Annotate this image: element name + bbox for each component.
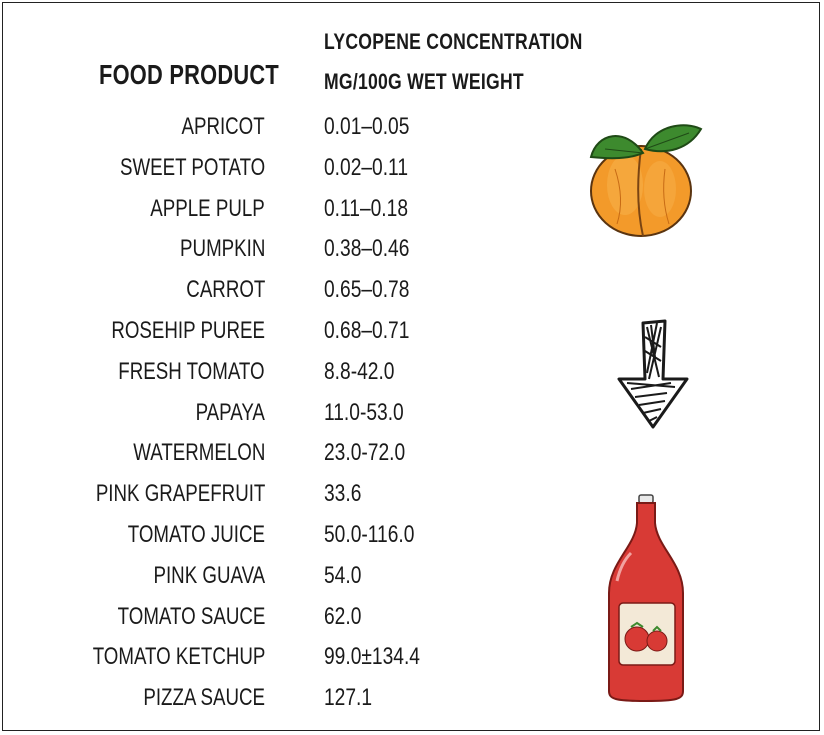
food-product-header: FOOD PRODUCT — [99, 59, 279, 90]
food-name: CARROT — [185, 276, 265, 304]
table-row: SWEET POTATO 0.02–0.11 — [3, 147, 603, 188]
table-row: PINK GUAVA 54.0 — [3, 555, 603, 596]
table-row: TOMATO JUICE 50.0-116.0 — [3, 514, 603, 555]
lycopene-value: 0.38–0.46 — [324, 235, 410, 263]
lycopene-value: 11.0-53.0 — [324, 398, 404, 426]
lycopene-value: 0.01–0.05 — [324, 113, 410, 140]
table-row: APRICOT 0.01–0.05 — [3, 106, 603, 147]
table-row: TOMATO KETCHUP 99.0±134.4 — [3, 636, 603, 677]
food-name: TOMATO JUICE — [127, 520, 265, 548]
food-name: FRESH TOMATO — [118, 357, 265, 385]
lycopene-value: 0.65–0.78 — [324, 276, 410, 304]
table-row: APPLE PULP 0.11–0.18 — [3, 188, 603, 229]
lycopene-value: 0.11–0.18 — [324, 194, 408, 222]
food-name: TOMATO KETCHUP — [92, 643, 265, 671]
lycopene-value: 99.0±134.4 — [324, 643, 420, 671]
concentration-header-line1: LYCOPENE CONCENTRATION — [324, 29, 583, 54]
food-name: PINK GUAVA — [153, 561, 265, 589]
food-name: PINK GRAPEFRUIT — [95, 480, 265, 508]
food-name: SWEET POTATO — [119, 153, 265, 181]
food-name: PUMPKIN — [179, 235, 265, 263]
food-name: ROSEHIP PUREE — [111, 316, 265, 344]
table-row: FRESH TOMATO 8.8-42.0 — [3, 351, 603, 392]
food-name: WATERMELON — [132, 439, 265, 467]
table-row: WATERMELON 23.0-72.0 — [3, 432, 603, 473]
apricot-icon — [589, 124, 703, 237]
lycopene-value: 0.68–0.71 — [324, 316, 410, 344]
down-arrow-icon — [617, 319, 689, 429]
lycopene-value: 8.8-42.0 — [324, 357, 395, 385]
lycopene-value: 127.1 — [324, 684, 373, 712]
table-row: ROSEHIP PUREE 0.68–0.71 — [3, 310, 603, 351]
food-name: TOMATO SAUCE — [117, 602, 265, 630]
table-row: TOMATO SAUCE 62.0 — [3, 596, 603, 637]
lycopene-value: 33.6 — [324, 480, 362, 508]
lycopene-value: 62.0 — [324, 602, 362, 630]
food-name: PAPAYA — [195, 398, 265, 426]
food-name: APRICOT — [181, 113, 265, 140]
table-row: PAPAYA 11.0-53.0 — [3, 392, 603, 433]
table-row: PUMPKIN 0.38–0.46 — [3, 228, 603, 269]
table-row: CARROT 0.65–0.78 — [3, 269, 603, 310]
table-body: APRICOT 0.01–0.05 SWEET POTATO 0.02–0.11 APP… — [3, 106, 603, 718]
lycopene-value: 54.0 — [324, 561, 362, 589]
table-row: PINK GRAPEFRUIT 33.6 — [3, 473, 603, 514]
food-name: APPLE PULP — [150, 194, 265, 222]
lycopene-value: 0.02–0.11 — [324, 153, 408, 181]
concentration-header-line2: MG/100G WET WEIGHT — [324, 69, 524, 94]
food-name: PIZZA SAUCE — [143, 684, 265, 712]
ketchup-bottle-icon — [608, 494, 684, 703]
lycopene-value: 23.0-72.0 — [324, 439, 406, 467]
lycopene-value: 50.0-116.0 — [324, 520, 415, 548]
table-row: PIZZA SAUCE 127.1 — [3, 677, 603, 718]
